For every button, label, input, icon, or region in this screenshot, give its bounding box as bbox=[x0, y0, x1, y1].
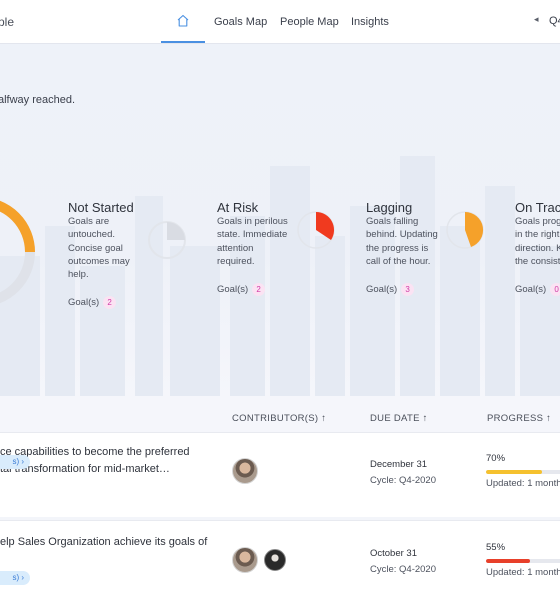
goals-table-header: CONTRIBUTOR(S) ↑ DUE DATE ↑ PROGRESS ↑ bbox=[0, 396, 560, 432]
goal-title[interactable]: elp Sales Organization achieve its goals… bbox=[0, 536, 208, 548]
cycle: Cycle: Q4-2020 bbox=[370, 564, 437, 575]
top-navigation: ple Goals Map People Map Insights ◂ Q4- bbox=[0, 0, 560, 44]
nav-home[interactable] bbox=[161, 0, 205, 43]
progress-bar-fill bbox=[486, 559, 530, 563]
goal-count-on-track[interactable]: Goal(s) 0 bbox=[515, 283, 560, 296]
status-title-at-risk: At Risk bbox=[217, 200, 259, 215]
status-chart-not-started bbox=[148, 221, 186, 259]
cycle: Cycle: Q4-2020 bbox=[370, 475, 437, 486]
status-overview: alfway reached. Not Started Goals are un… bbox=[0, 44, 560, 396]
due-date: December 31 bbox=[370, 459, 428, 470]
status-title-lagging: Lagging bbox=[366, 200, 413, 215]
progress-bar bbox=[486, 470, 560, 474]
status-title-on-track: On Track bbox=[515, 200, 560, 215]
progress-percent: 70% bbox=[486, 453, 506, 464]
avatar[interactable] bbox=[232, 547, 258, 573]
status-chart-at-risk bbox=[297, 211, 335, 249]
last-updated: Updated: 1 month bbox=[486, 478, 560, 489]
sort-progress[interactable]: PROGRESS ↑ bbox=[487, 413, 552, 424]
brand-name[interactable]: ple bbox=[0, 15, 15, 29]
goal-count-not-started[interactable]: Goal(s) 2 bbox=[68, 296, 117, 309]
status-desc-at-risk: Goals in perilous state. Immediate atten… bbox=[217, 216, 288, 267]
sort-due-date[interactable]: DUE DATE ↑ bbox=[370, 413, 428, 424]
chevron-left-icon[interactable]: ◂ bbox=[534, 14, 539, 24]
goal-count-lagging[interactable]: Goal(s) 3 bbox=[366, 283, 415, 296]
nav-goals-map[interactable]: Goals Map bbox=[214, 16, 268, 28]
status-desc-on-track: Goals prog in the right direction. K the… bbox=[515, 216, 560, 267]
status-desc-lagging: Goals falling behind. Updating the progr… bbox=[366, 216, 438, 267]
progress-bar-fill bbox=[486, 470, 542, 474]
nav-people-map[interactable]: People Map bbox=[280, 16, 339, 28]
goal-title-continued[interactable]: tal transformation for mid-market… bbox=[0, 463, 170, 475]
goal-count-at-risk[interactable]: Goal(s) 2 bbox=[217, 283, 266, 296]
avatar[interactable] bbox=[232, 458, 258, 484]
progress-bar bbox=[486, 559, 560, 563]
quarter-selector[interactable]: Q4- bbox=[549, 15, 560, 27]
progress-percent: 55% bbox=[486, 542, 506, 553]
goal-tag[interactable]: s) › bbox=[0, 455, 30, 469]
due-date: October 31 bbox=[370, 548, 417, 559]
goal-title[interactable]: ce capabilities to become the preferred bbox=[0, 446, 190, 458]
home-icon bbox=[177, 14, 189, 27]
table-row[interactable]: elp Sales Organization achieve its goals… bbox=[0, 520, 560, 601]
overall-progress-donut bbox=[0, 200, 35, 304]
status-title-not-started: Not Started bbox=[68, 200, 134, 215]
status-chart-lagging bbox=[446, 211, 484, 249]
avatar[interactable] bbox=[264, 549, 286, 571]
sort-contributors[interactable]: CONTRIBUTOR(S) ↑ bbox=[232, 413, 327, 424]
skyline-illustration bbox=[0, 156, 560, 396]
status-desc-not-started: Goals are untouched. Concise goal outcom… bbox=[68, 216, 130, 281]
nav-insights[interactable]: Insights bbox=[351, 16, 389, 28]
table-row[interactable]: ce capabilities to become the preferred … bbox=[0, 432, 560, 517]
progress-summary: alfway reached. bbox=[0, 94, 76, 106]
last-updated: Updated: 1 month bbox=[486, 567, 560, 578]
goal-tag[interactable]: s) › bbox=[0, 571, 30, 585]
